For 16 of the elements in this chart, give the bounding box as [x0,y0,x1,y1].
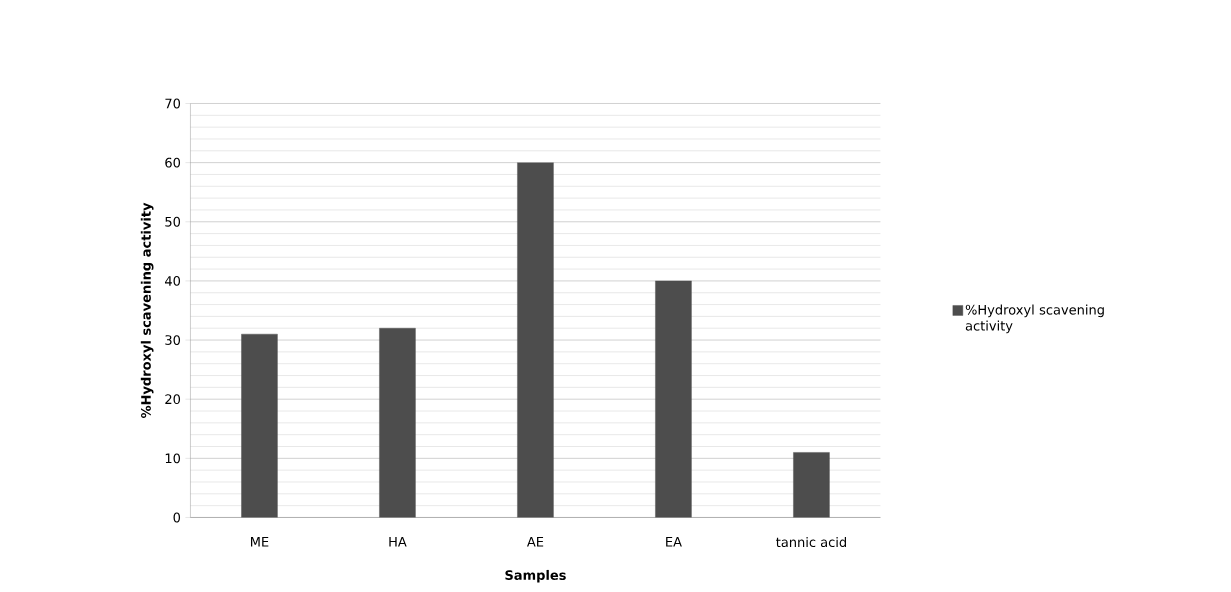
x-tick-label: tannic acid [776,537,846,548]
x-tick-label: HA [389,537,407,547]
y-axis-title: %Hydroxyl scavening activity [140,202,154,419]
y-tick-label: 10 [165,453,181,464]
x-axis-title: Samples [505,569,566,583]
y-tick-label: 70 [165,98,181,109]
y-tick-label: 20 [165,394,181,405]
y-tick-label: 60 [165,157,181,168]
x-tick-label: ME [251,537,269,547]
legend-label: %Hydroxyl scavening activity [965,304,1104,334]
y-tick-label: 0 [173,512,181,523]
y-tick-label: 40 [164,276,181,286]
y-tick-label: 30 [165,335,181,345]
x-tick-label: AE [526,537,544,547]
x-tick-label: EA [666,537,682,547]
y-tick-label: 50 [165,216,181,227]
